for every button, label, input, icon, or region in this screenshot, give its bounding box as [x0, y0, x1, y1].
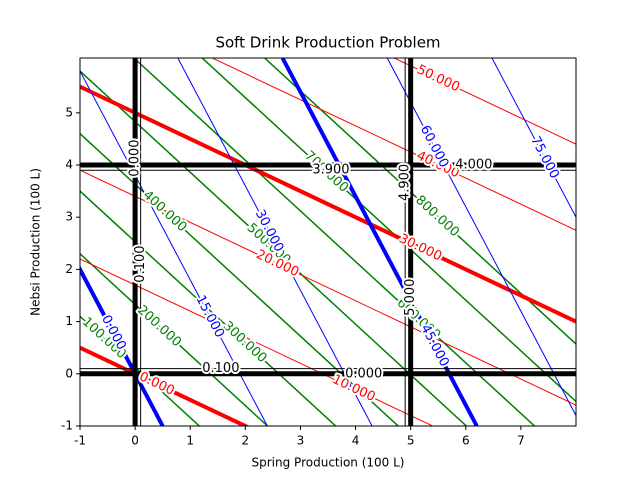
x-tick-label: 3 — [297, 434, 305, 448]
contour-label: 4.900 — [398, 164, 413, 201]
contour-label: 3.900 — [312, 163, 349, 178]
y-tick-label: 1 — [65, 314, 73, 328]
x-tick-label: 2 — [242, 434, 250, 448]
contour-line — [211, 58, 576, 231]
y-tick-label: 5 — [65, 105, 73, 119]
contour-line — [80, 315, 201, 426]
contour-label: 0.100 — [133, 245, 148, 282]
y-tick-label: 3 — [65, 210, 73, 224]
contour-line — [80, 69, 268, 426]
contour-line — [80, 265, 165, 426]
contour-label: 4.000 — [455, 158, 492, 173]
x-axis-label: Spring Production (100 L) — [252, 456, 405, 470]
x-tick-label: 6 — [462, 434, 470, 448]
contour-line — [177, 58, 373, 426]
contour-line — [263, 58, 576, 345]
x-tick-label: 5 — [407, 434, 415, 448]
contour-label: 5.000 — [403, 279, 418, 316]
y-tick-label: 0 — [65, 366, 73, 380]
contour-line — [201, 58, 576, 403]
x-tick-label: 1 — [186, 434, 194, 448]
contour-line — [280, 58, 479, 426]
contour-line — [132, 58, 536, 426]
contour-line — [80, 70, 468, 426]
contour-label: 0.000 — [128, 139, 143, 176]
contour-line — [80, 345, 251, 426]
contour-line — [80, 84, 576, 324]
y-tick-label: 2 — [65, 262, 73, 276]
chart-title: Soft Drink Production Problem — [215, 34, 440, 52]
y-tick-label: 4 — [65, 158, 73, 172]
y-axis-label: Nebsi Production (100 L) — [29, 168, 43, 316]
contour-line — [80, 169, 576, 406]
y-tick-label: -1 — [61, 419, 73, 433]
axes-frame — [79, 57, 577, 427]
x-tick-label: 4 — [352, 434, 360, 448]
contour-line — [80, 190, 337, 426]
contour-line — [80, 258, 434, 426]
x-tick-label: -1 — [74, 434, 86, 448]
contour-label: 0.000 — [345, 366, 382, 381]
contour-line — [491, 58, 576, 219]
contour-line — [386, 58, 576, 417]
contour-label: 0.100 — [202, 361, 239, 376]
x-tick-label: 0 — [131, 434, 139, 448]
contour-line — [392, 58, 576, 145]
x-tick-label: 7 — [517, 434, 525, 448]
contour-line — [80, 253, 269, 426]
